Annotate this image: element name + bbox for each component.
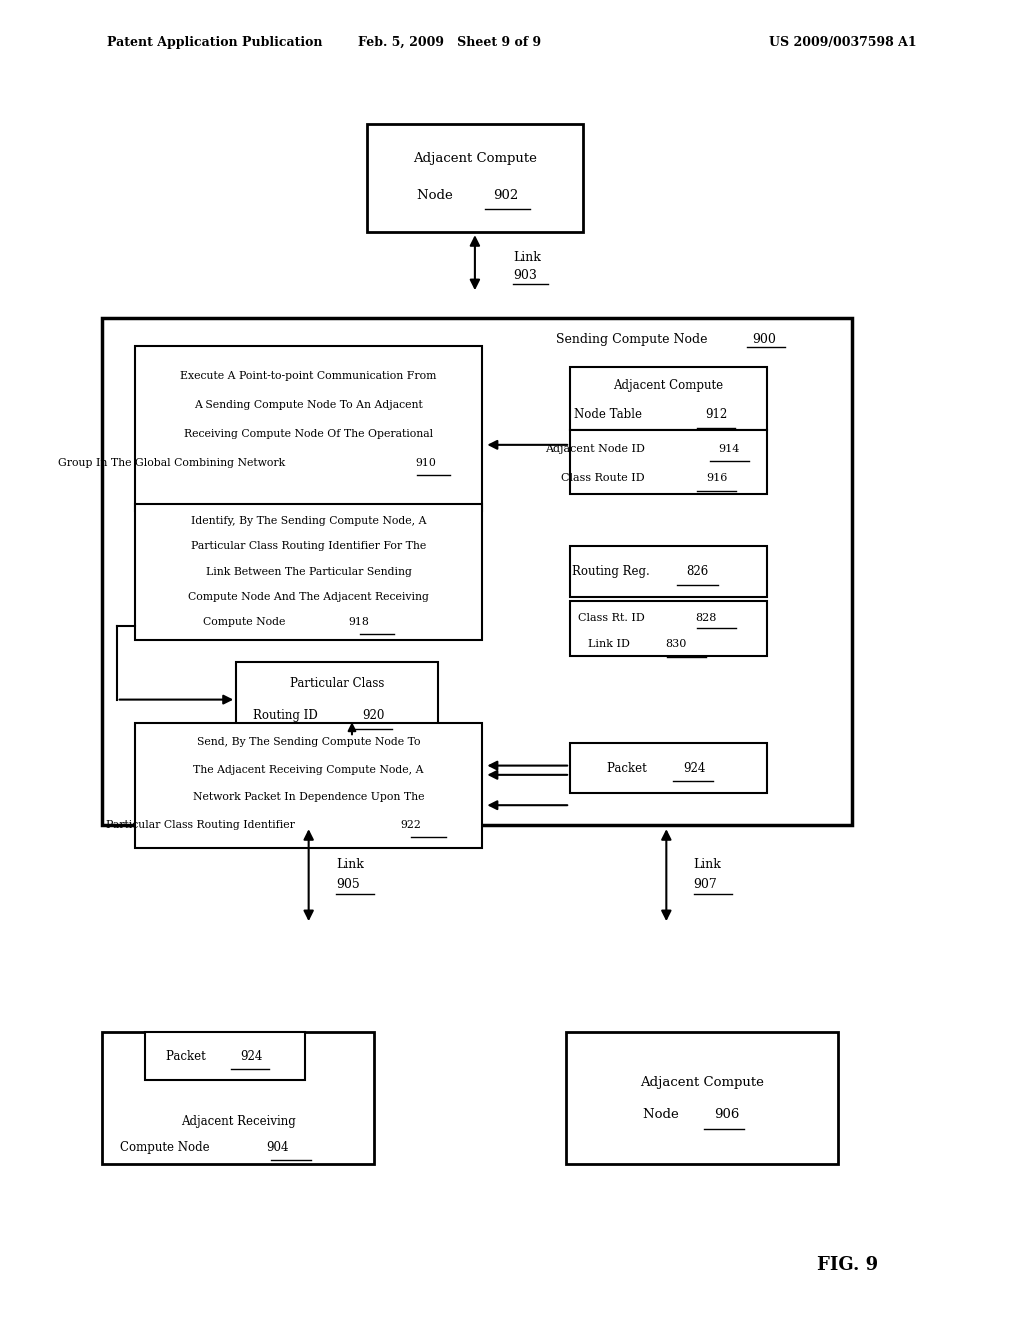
Text: Execute A Point-to-point Communication From: Execute A Point-to-point Communication F… bbox=[180, 371, 437, 381]
FancyBboxPatch shape bbox=[570, 430, 767, 494]
Text: FIG. 9: FIG. 9 bbox=[817, 1255, 879, 1274]
Text: Packet: Packet bbox=[167, 1049, 210, 1063]
Text: Patent Application Publication: Patent Application Publication bbox=[108, 36, 323, 49]
FancyBboxPatch shape bbox=[102, 1032, 374, 1164]
Text: Routing ID: Routing ID bbox=[253, 709, 322, 722]
Text: Network Packet In Dependence Upon The: Network Packet In Dependence Upon The bbox=[193, 792, 424, 803]
Text: 912: 912 bbox=[706, 408, 728, 421]
FancyBboxPatch shape bbox=[570, 743, 767, 793]
Text: Node: Node bbox=[417, 189, 457, 202]
Text: 902: 902 bbox=[493, 189, 518, 202]
Text: 914: 914 bbox=[719, 444, 740, 454]
Text: Link: Link bbox=[693, 858, 721, 871]
Text: 907: 907 bbox=[693, 878, 717, 891]
FancyBboxPatch shape bbox=[367, 124, 584, 232]
Text: Adjacent Receiving: Adjacent Receiving bbox=[181, 1115, 296, 1129]
Text: 924: 924 bbox=[241, 1049, 262, 1063]
Text: 920: 920 bbox=[362, 709, 384, 722]
Text: Routing Reg.: Routing Reg. bbox=[571, 565, 653, 578]
Text: Link ID: Link ID bbox=[588, 639, 633, 649]
Text: 916: 916 bbox=[707, 473, 728, 483]
Text: Adjacent Compute: Adjacent Compute bbox=[613, 379, 723, 392]
FancyBboxPatch shape bbox=[570, 367, 767, 430]
Text: 830: 830 bbox=[666, 639, 686, 649]
Text: Sending Compute Node: Sending Compute Node bbox=[556, 333, 712, 346]
Text: Link: Link bbox=[513, 251, 541, 264]
Text: Link: Link bbox=[336, 858, 364, 871]
FancyBboxPatch shape bbox=[135, 346, 482, 511]
Text: Compute Node And The Adjacent Receiving: Compute Node And The Adjacent Receiving bbox=[188, 591, 429, 602]
Text: Adjacent Node ID: Adjacent Node ID bbox=[545, 444, 648, 454]
Text: Packet: Packet bbox=[606, 762, 650, 775]
FancyBboxPatch shape bbox=[237, 663, 437, 737]
FancyBboxPatch shape bbox=[145, 1032, 304, 1080]
Text: Compute Node: Compute Node bbox=[203, 616, 289, 627]
Text: Receiving Compute Node Of The Operational: Receiving Compute Node Of The Operationa… bbox=[184, 429, 433, 440]
Text: 828: 828 bbox=[695, 612, 717, 623]
Text: Group In The Global Combining Network: Group In The Global Combining Network bbox=[57, 458, 289, 469]
Text: Link Between The Particular Sending: Link Between The Particular Sending bbox=[206, 566, 412, 577]
Text: 924: 924 bbox=[683, 762, 706, 775]
Text: 904: 904 bbox=[266, 1140, 289, 1154]
Text: Particular Class Routing Identifier For The: Particular Class Routing Identifier For … bbox=[191, 541, 426, 552]
Text: Particular Class Routing Identifier: Particular Class Routing Identifier bbox=[106, 820, 299, 830]
Text: 922: 922 bbox=[400, 820, 422, 830]
Text: 910: 910 bbox=[416, 458, 436, 469]
Text: Adjacent Compute: Adjacent Compute bbox=[640, 1076, 764, 1089]
Text: A Sending Compute Node To An Adjacent: A Sending Compute Node To An Adjacent bbox=[195, 400, 423, 411]
Text: 900: 900 bbox=[752, 333, 776, 346]
Text: 826: 826 bbox=[686, 565, 709, 578]
Text: Feb. 5, 2009   Sheet 9 of 9: Feb. 5, 2009 Sheet 9 of 9 bbox=[358, 36, 542, 49]
Text: Identify, By The Sending Compute Node, A: Identify, By The Sending Compute Node, A bbox=[190, 516, 426, 527]
Text: Node: Node bbox=[643, 1107, 683, 1121]
FancyBboxPatch shape bbox=[570, 546, 767, 597]
Text: 903: 903 bbox=[513, 269, 537, 282]
Text: Particular Class: Particular Class bbox=[290, 677, 384, 690]
Text: Node Table: Node Table bbox=[574, 408, 646, 421]
Text: Class Route ID: Class Route ID bbox=[561, 473, 648, 483]
Text: Adjacent Compute: Adjacent Compute bbox=[413, 152, 537, 165]
Text: The Adjacent Receiving Compute Node, A: The Adjacent Receiving Compute Node, A bbox=[194, 764, 424, 775]
Text: 918: 918 bbox=[348, 616, 369, 627]
FancyBboxPatch shape bbox=[135, 504, 482, 640]
FancyBboxPatch shape bbox=[101, 318, 852, 825]
FancyBboxPatch shape bbox=[565, 1032, 838, 1164]
FancyBboxPatch shape bbox=[135, 722, 482, 847]
Text: 905: 905 bbox=[336, 878, 359, 891]
Text: Compute Node: Compute Node bbox=[120, 1140, 213, 1154]
Text: US 2009/0037598 A1: US 2009/0037598 A1 bbox=[769, 36, 916, 49]
FancyBboxPatch shape bbox=[570, 601, 767, 656]
Text: Class Rt. ID: Class Rt. ID bbox=[578, 612, 648, 623]
Text: Send, By The Sending Compute Node To: Send, By The Sending Compute Node To bbox=[197, 737, 421, 747]
Text: 906: 906 bbox=[714, 1107, 739, 1121]
